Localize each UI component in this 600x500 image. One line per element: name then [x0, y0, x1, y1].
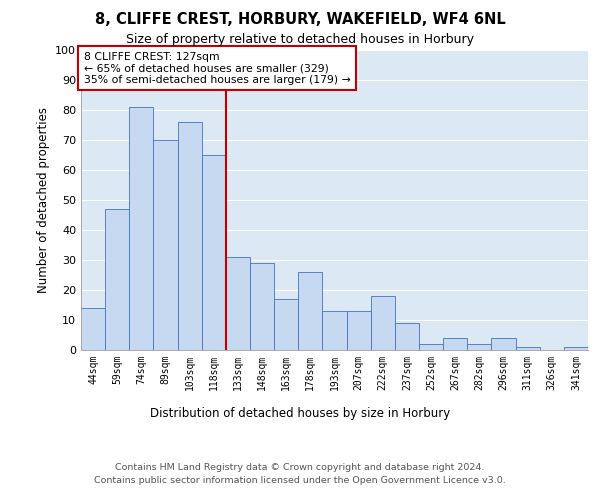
Bar — [129, 107, 154, 350]
Bar — [564, 347, 588, 350]
Bar — [105, 209, 129, 350]
Bar — [81, 308, 105, 350]
Text: Distribution of detached houses by size in Horbury: Distribution of detached houses by size … — [150, 408, 450, 420]
Text: Contains public sector information licensed under the Open Government Licence v3: Contains public sector information licen… — [94, 476, 506, 485]
Text: Size of property relative to detached houses in Horbury: Size of property relative to detached ho… — [126, 32, 474, 46]
Text: 8 CLIFFE CREST: 127sqm
← 65% of detached houses are smaller (329)
35% of semi-de: 8 CLIFFE CREST: 127sqm ← 65% of detached… — [83, 52, 350, 84]
Bar — [443, 338, 467, 350]
Bar — [371, 296, 395, 350]
Bar — [515, 347, 540, 350]
Bar — [322, 311, 347, 350]
Bar — [154, 140, 178, 350]
Bar — [395, 323, 419, 350]
Bar — [226, 257, 250, 350]
Bar — [347, 311, 371, 350]
Bar — [298, 272, 322, 350]
Bar — [467, 344, 491, 350]
Bar — [250, 263, 274, 350]
Bar — [202, 155, 226, 350]
Bar — [419, 344, 443, 350]
Text: 8, CLIFFE CREST, HORBURY, WAKEFIELD, WF4 6NL: 8, CLIFFE CREST, HORBURY, WAKEFIELD, WF4… — [95, 12, 505, 28]
Y-axis label: Number of detached properties: Number of detached properties — [37, 107, 50, 293]
Bar — [491, 338, 515, 350]
Bar — [274, 299, 298, 350]
Text: Contains HM Land Registry data © Crown copyright and database right 2024.: Contains HM Land Registry data © Crown c… — [115, 462, 485, 471]
Bar — [178, 122, 202, 350]
